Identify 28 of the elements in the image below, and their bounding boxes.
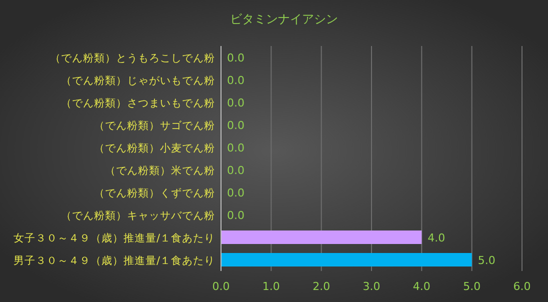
- x-tick-label: 6.0: [513, 280, 531, 293]
- data-label: 0.0: [227, 118, 244, 132]
- x-tick-label: 5.0: [463, 280, 481, 293]
- data-label: 5.0: [478, 254, 496, 267]
- x-tick-label: 4.0: [412, 280, 430, 293]
- data-label: 4.0: [428, 231, 446, 244]
- x-tick-label: 2.0: [312, 280, 330, 293]
- x-tick-label: 3.0: [362, 280, 380, 293]
- data-label: 0.0: [227, 74, 244, 87]
- y-tick-label: （でん粉類）キャッサバでん粉: [61, 210, 215, 222]
- y-tick-label: 女子３０～４９（歳）推進量/１食あたり: [13, 231, 215, 244]
- x-tick-label: 1.0: [262, 280, 280, 293]
- y-tick-label: （でん粉類）米でん粉: [105, 164, 215, 177]
- data-label: 0.0: [227, 208, 244, 222]
- chart-title: ビタミンナイアシン: [230, 12, 338, 26]
- y-tick-label: （でん粉類）とうもろこしでん粉: [50, 52, 215, 64]
- data-label: 0.0: [227, 141, 244, 154]
- data-label: 0.0: [227, 51, 244, 64]
- x-tick-label: 0.0: [212, 280, 230, 293]
- data-label: 0.0: [227, 96, 244, 110]
- data-label: 0.0: [227, 186, 244, 200]
- data-label: 0.0: [227, 164, 244, 177]
- y-tick-label: （でん粉類）くずでん粉: [94, 186, 215, 200]
- y-tick-label: （でん粉類）じゃがいもでん粉: [61, 74, 215, 87]
- y-tick-label: （でん粉類）小麦でん粉: [94, 141, 215, 154]
- y-tick-label: （でん粉類）さつまいもでん粉: [61, 97, 215, 110]
- y-tick-label: （でん粉類）サゴでん粉: [94, 120, 215, 132]
- y-tick-label: 男子３０～４９（歳）推進量/１食あたり: [13, 254, 215, 267]
